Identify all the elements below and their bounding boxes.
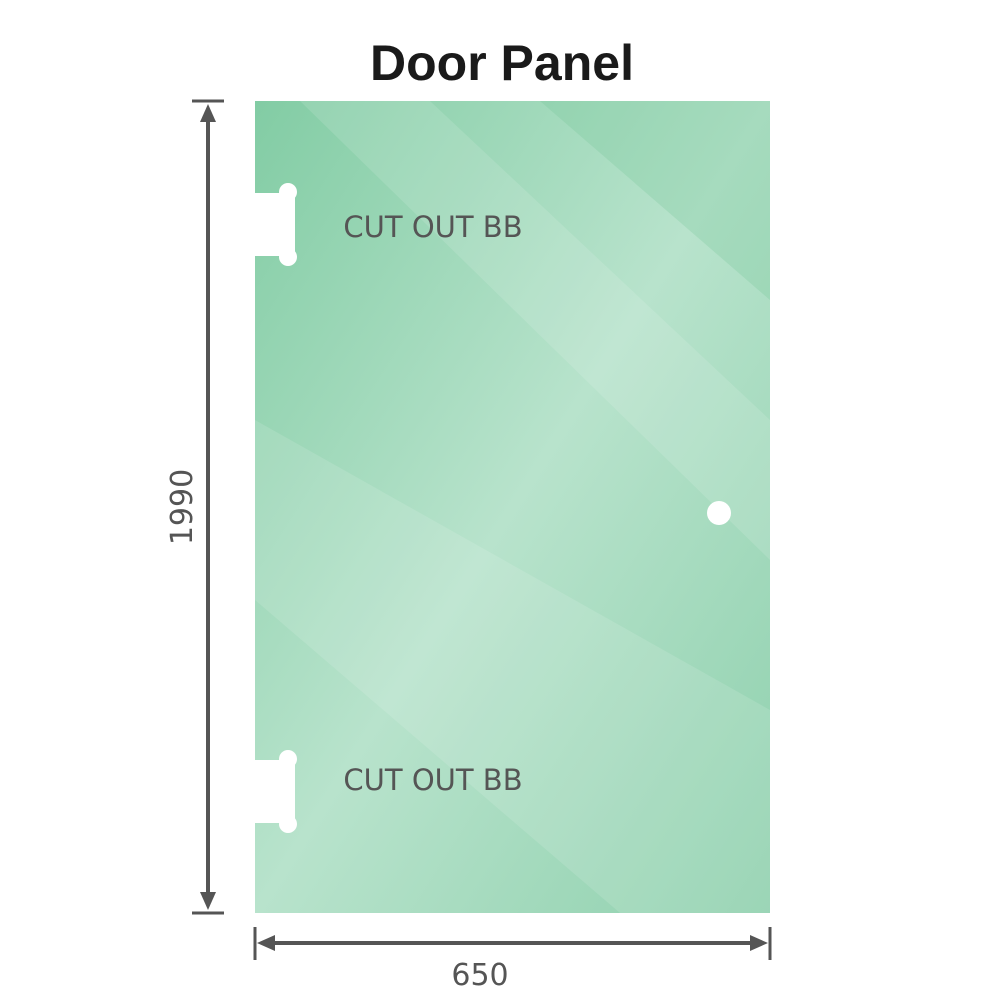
diagram-title: Door Panel xyxy=(370,35,634,91)
cutout-label-top: CUT OUT BB xyxy=(343,210,522,244)
height-dimension-line xyxy=(192,99,224,915)
width-label: 650 xyxy=(451,958,508,993)
glass-panel xyxy=(255,101,770,913)
width-dimension-line xyxy=(253,927,772,960)
handle-hole xyxy=(707,501,731,525)
height-label: 1990 xyxy=(165,469,200,545)
cutout-bottom xyxy=(253,750,297,833)
cutout-label-bottom: CUT OUT BB xyxy=(343,763,522,797)
cutout-top xyxy=(253,183,297,266)
